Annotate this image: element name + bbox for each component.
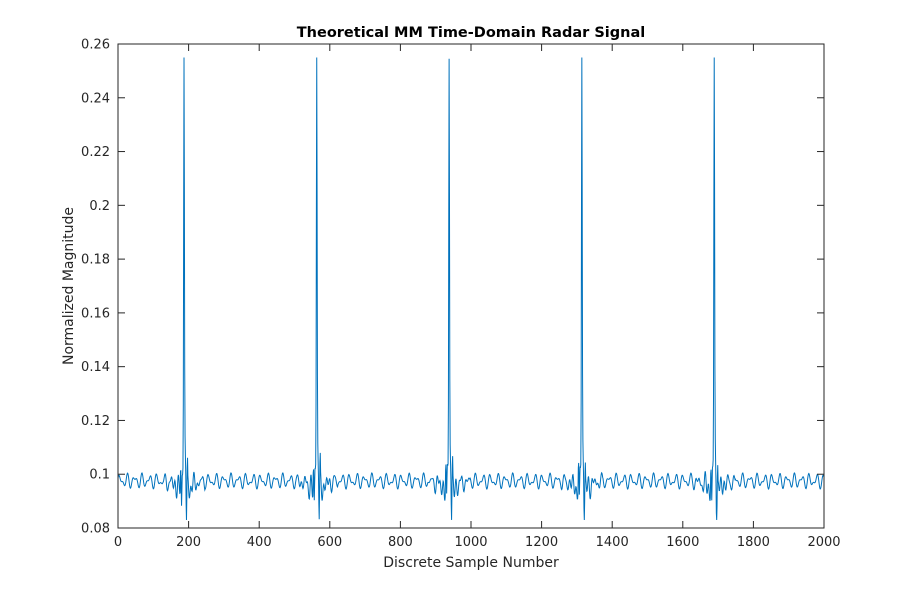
x-tick-label: 200 xyxy=(176,535,201,550)
y-tick-label: 0.18 xyxy=(81,253,110,268)
x-tick-label: 1200 xyxy=(525,535,558,550)
y-tick-label: 0.14 xyxy=(81,360,110,375)
chart-title: Theoretical MM Time-Domain Radar Signal xyxy=(297,25,645,41)
x-tick-label: 1800 xyxy=(737,535,770,550)
signal-line xyxy=(117,57,825,520)
x-tick-label: 800 xyxy=(388,535,413,550)
y-tick-label: 0.12 xyxy=(81,414,110,429)
y-tick-label: 0.2 xyxy=(89,199,110,214)
x-tick-label: 400 xyxy=(247,535,272,550)
x-tick-label: 1000 xyxy=(454,535,487,550)
y-tick-label: 0.22 xyxy=(81,145,110,160)
x-tick-label: 0 xyxy=(114,535,122,550)
y-tick-label: 0.16 xyxy=(81,306,110,321)
x-tick-label: 1400 xyxy=(596,535,629,550)
y-tick-label: 0.26 xyxy=(81,38,110,53)
x-tick-label: 1600 xyxy=(666,535,699,550)
x-tick-label: 600 xyxy=(317,535,342,550)
plot-area xyxy=(118,44,824,528)
y-tick-label: 0.1 xyxy=(89,468,110,483)
y-axis-label: Normalized Magnitude xyxy=(61,207,77,365)
series-layer xyxy=(117,57,825,520)
x-tick-label: 2000 xyxy=(807,535,840,550)
y-tick-label: 0.08 xyxy=(81,522,110,537)
x-axis-label: Discrete Sample Number xyxy=(383,555,559,571)
plot-box xyxy=(117,43,825,529)
y-tick-label: 0.24 xyxy=(81,91,110,106)
ticks-layer: 0 200 400 600 800 1000 1200 1400 1600 1800 2000 0.0… xyxy=(81,38,841,551)
